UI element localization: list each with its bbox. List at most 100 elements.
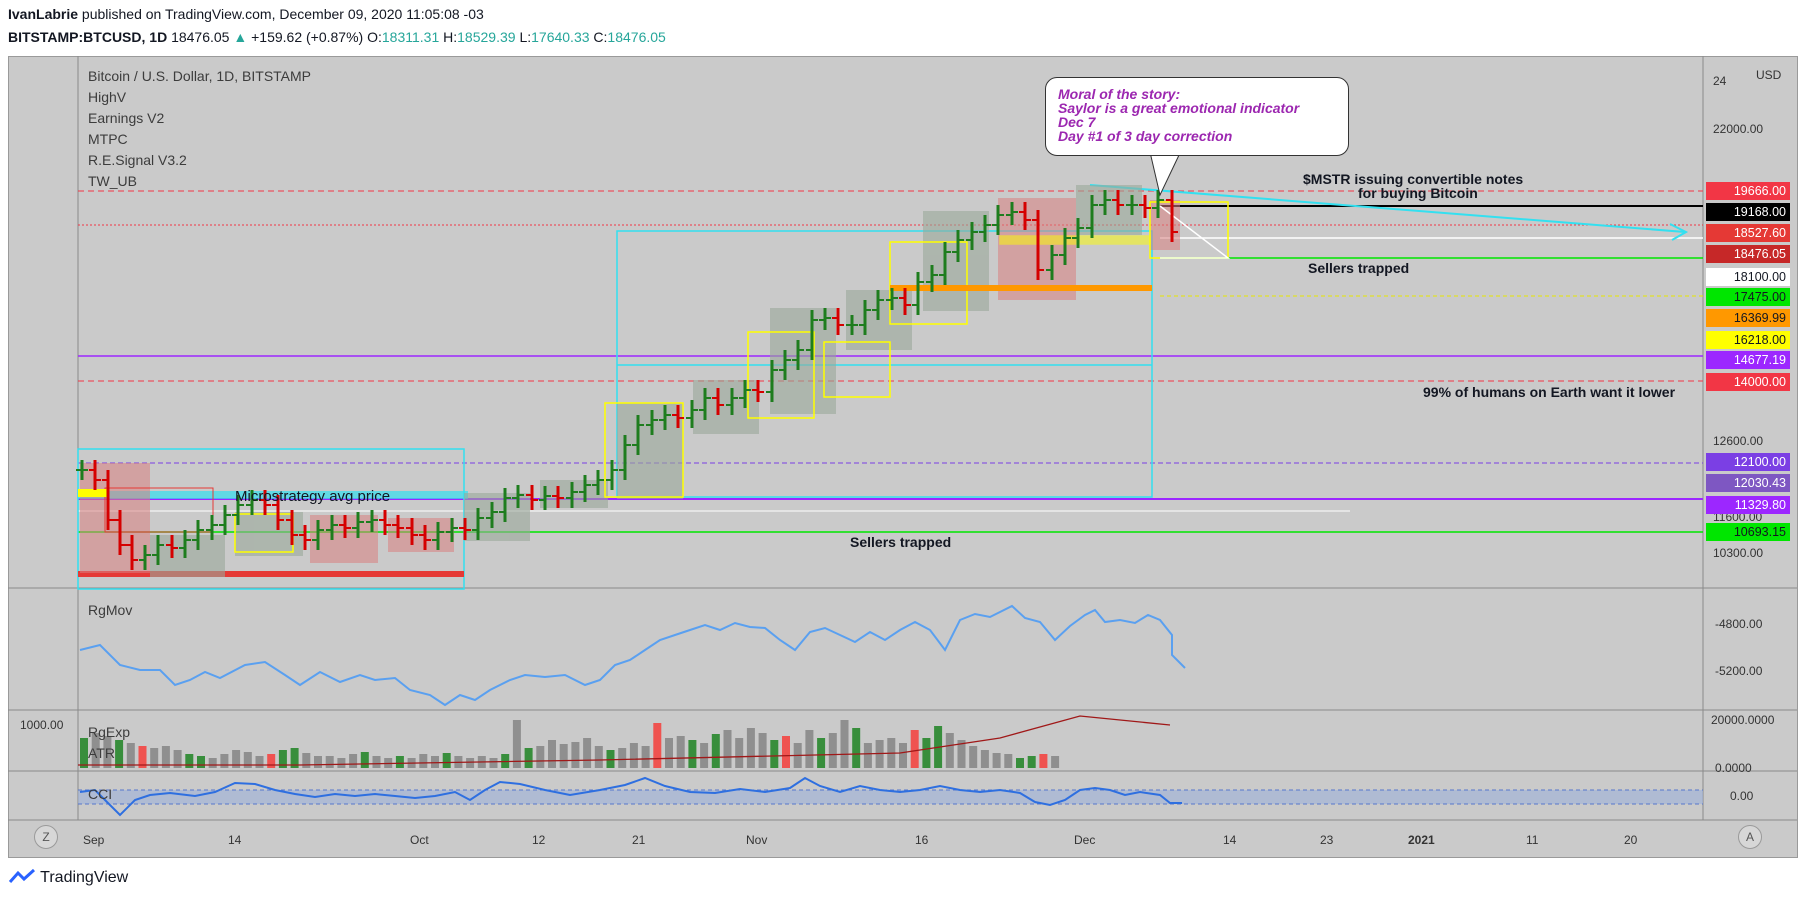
mstr-note-line2[interactable]: for buying Bitcoin bbox=[1358, 185, 1478, 201]
histogram-bar bbox=[1039, 754, 1048, 768]
histogram-bar bbox=[1051, 756, 1060, 768]
close-label: C: bbox=[593, 29, 608, 45]
yellow-box-group[interactable] bbox=[234, 201, 1229, 553]
histogram-bar bbox=[782, 736, 790, 768]
white-triangle-drawing[interactable] bbox=[1159, 205, 1231, 259]
histogram-bar bbox=[641, 746, 650, 768]
histogram-bar bbox=[360, 752, 369, 768]
histogram-bar bbox=[910, 730, 919, 768]
histogram-bar bbox=[126, 743, 135, 768]
histogram-bar bbox=[583, 738, 592, 768]
rgexp-histogram[interactable] bbox=[80, 720, 1060, 768]
currency-label[interactable]: USD bbox=[1756, 68, 1782, 82]
price-tag: 18476.05 bbox=[1706, 245, 1790, 263]
red-base-zone[interactable] bbox=[78, 571, 464, 577]
price-axis-label: 10300.00 bbox=[1713, 546, 1764, 560]
histogram-bar bbox=[267, 754, 276, 768]
histogram-bar bbox=[629, 743, 638, 768]
histogram-bar bbox=[173, 750, 182, 768]
supply-zone-outline[interactable] bbox=[104, 487, 214, 533]
histogram-bar bbox=[594, 746, 603, 768]
histogram-bar bbox=[290, 748, 299, 768]
last-price: 18476.05 bbox=[171, 29, 230, 45]
open-label: O: bbox=[367, 29, 382, 45]
rgmov-label[interactable]: RgMov bbox=[88, 602, 133, 618]
histogram-bar bbox=[1016, 758, 1024, 768]
price-tag: 10693.15 bbox=[1706, 523, 1790, 541]
histogram-bar bbox=[442, 753, 451, 768]
histogram-bar bbox=[372, 756, 381, 768]
histogram-bar bbox=[419, 754, 428, 768]
atr-label[interactable]: ATR bbox=[88, 745, 115, 761]
price-tag: 11329.80 bbox=[1706, 496, 1790, 514]
indicator-earnings[interactable]: Earnings V2 bbox=[88, 110, 165, 126]
price-tag: 18100.00 bbox=[1706, 268, 1790, 286]
orange-zone-17475[interactable] bbox=[890, 285, 1152, 291]
time-axis-label: 2021 bbox=[1408, 833, 1435, 847]
auto-scale-button[interactable]: A bbox=[1738, 825, 1762, 849]
indicator-resignal[interactable]: R.E.Signal V3.2 bbox=[88, 152, 187, 168]
time-axis-label: 14 bbox=[228, 833, 242, 847]
histogram-bar bbox=[349, 754, 358, 768]
histogram-bar bbox=[828, 733, 837, 768]
rgmov-axis-label: -5200.00 bbox=[1715, 664, 1763, 678]
high-value: 18529.39 bbox=[457, 29, 516, 45]
sellers-trapped-bottom[interactable]: Sellers trapped bbox=[850, 534, 952, 550]
histogram-bar bbox=[466, 758, 475, 768]
histogram-bar bbox=[945, 733, 954, 768]
histogram-bar bbox=[536, 746, 545, 768]
author-name[interactable]: IvanLabrie bbox=[8, 6, 79, 22]
histogram-bar bbox=[770, 740, 779, 768]
histogram-bar bbox=[512, 720, 521, 768]
chart-title[interactable]: Bitcoin / U.S. Dollar, 1D, BITSTAMP bbox=[88, 68, 312, 84]
rgexp-left-value: 1000.00 bbox=[20, 718, 64, 732]
histogram-bar bbox=[548, 740, 556, 768]
symbol-label[interactable]: BITSTAMP:BTCUSD, 1D bbox=[8, 29, 168, 45]
microstrategy-label[interactable]: Microstrategy avg price bbox=[235, 488, 391, 505]
supply-zone[interactable] bbox=[80, 463, 150, 573]
histogram-bar bbox=[746, 728, 755, 768]
price-axis-label: 12600.00 bbox=[1713, 434, 1764, 448]
yellow-level-marker[interactable] bbox=[78, 489, 108, 497]
histogram-bar bbox=[161, 746, 170, 768]
close-value: 18476.05 bbox=[607, 29, 666, 45]
cyan-trend-arrow[interactable] bbox=[1089, 184, 1686, 233]
zoom-button[interactable]: Z bbox=[34, 825, 58, 849]
publish-info: IvanLabrie published on TradingView.com,… bbox=[8, 6, 484, 22]
indicator-highv[interactable]: HighV bbox=[88, 89, 127, 105]
histogram-bar bbox=[665, 738, 673, 768]
rgmov-line[interactable] bbox=[79, 604, 1186, 707]
cyan-range-box[interactable] bbox=[616, 230, 1153, 498]
mstr-note[interactable]: $MSTR issuing convertible notes bbox=[1303, 171, 1524, 187]
cci-label[interactable]: CCI bbox=[88, 786, 113, 802]
histogram-bar bbox=[969, 746, 978, 768]
sellers-trapped-top[interactable]: Sellers trapped bbox=[1308, 260, 1410, 276]
time-axis-label: Dec bbox=[1074, 833, 1096, 847]
chart-area[interactable] bbox=[8, 56, 1798, 858]
histogram-bar bbox=[395, 756, 404, 768]
histogram-bar bbox=[817, 738, 826, 768]
microstrategy-band[interactable] bbox=[78, 491, 468, 499]
histogram-bar bbox=[243, 752, 252, 768]
histogram-bar bbox=[115, 740, 124, 768]
histogram-bar bbox=[208, 758, 217, 768]
low-label: L: bbox=[519, 29, 532, 45]
histogram-bar bbox=[1004, 754, 1013, 768]
callout-note[interactable]: Moral of the story: Saylor is a great em… bbox=[1045, 77, 1349, 156]
time-axis-label: 21 bbox=[632, 833, 646, 847]
callout-line: Saylor is a great emotional indicator bbox=[1058, 100, 1300, 116]
tradingview-brand[interactable]: TradingView bbox=[8, 868, 128, 887]
indicator-mtpc[interactable]: MTPC bbox=[88, 131, 128, 147]
price-tag: 14677.19 bbox=[1706, 351, 1790, 369]
cci-line[interactable] bbox=[79, 776, 1182, 817]
price-tag: 12030.43 bbox=[1706, 474, 1790, 492]
rgexp-label[interactable]: RgExp bbox=[88, 724, 131, 740]
ohlc-bars[interactable] bbox=[76, 190, 1178, 570]
humans-note[interactable]: 99% of humans on Earth want it lower bbox=[1423, 384, 1676, 400]
histogram-bar bbox=[735, 738, 744, 768]
time-axis-label: 12 bbox=[532, 833, 546, 847]
atr-line[interactable] bbox=[78, 715, 1171, 766]
histogram-bar bbox=[314, 756, 322, 768]
indicator-twub[interactable]: TW_UB bbox=[88, 173, 137, 189]
